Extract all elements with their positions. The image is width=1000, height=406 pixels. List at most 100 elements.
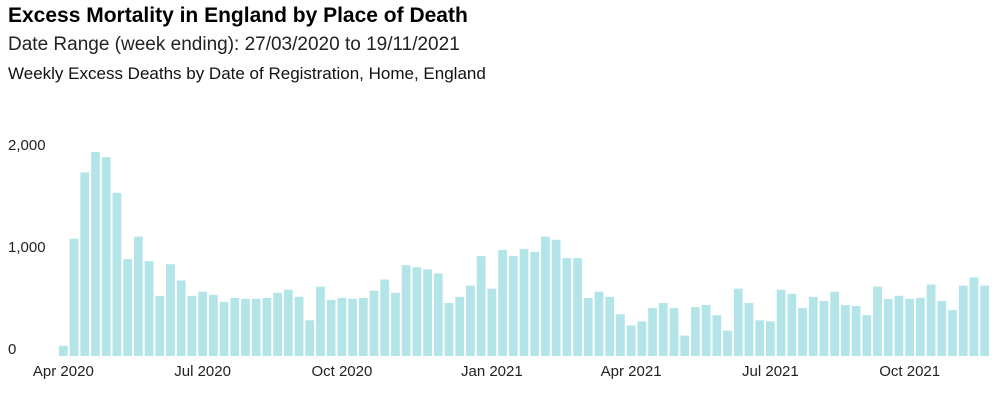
bar (123, 259, 133, 356)
bar (776, 289, 786, 356)
bar (219, 301, 229, 356)
bar (112, 192, 122, 356)
bar (273, 292, 282, 356)
y-tick-label: 0 (8, 341, 16, 358)
bar (487, 288, 497, 356)
bar (616, 314, 625, 356)
bar (766, 321, 775, 356)
bar (648, 308, 657, 356)
bar (840, 305, 850, 356)
bar (466, 285, 475, 356)
y-tick-label: 2,000 (8, 137, 46, 154)
bar (915, 297, 925, 356)
bar (862, 315, 872, 356)
bar (894, 295, 904, 356)
bar (305, 320, 315, 356)
bar (176, 280, 186, 356)
bar (530, 251, 540, 356)
bar (691, 307, 700, 356)
bar (637, 321, 647, 356)
bar (208, 294, 218, 356)
bar (80, 172, 90, 356)
bar (358, 297, 368, 356)
chart-heading: Weekly Excess Deaths by Date of Registra… (8, 64, 486, 83)
bar (594, 291, 604, 356)
bar-series (58, 152, 990, 356)
bar (401, 265, 411, 356)
bar (198, 291, 208, 356)
bar (251, 298, 261, 356)
bar (573, 258, 582, 356)
bar (444, 302, 454, 356)
bar (262, 297, 272, 356)
bar (380, 279, 390, 356)
bar (337, 297, 347, 356)
bar (519, 248, 529, 356)
bar (712, 315, 722, 356)
x-tick-label: Jan 2021 (461, 363, 523, 380)
bar (851, 306, 861, 356)
bar (326, 299, 336, 356)
bar (926, 284, 936, 356)
x-tick-label: Oct 2021 (879, 363, 940, 380)
bar (948, 310, 957, 356)
bar (905, 298, 915, 356)
bar (701, 305, 711, 356)
bar (241, 298, 250, 356)
bar (744, 302, 754, 356)
bar (455, 296, 465, 356)
bar (787, 293, 797, 356)
bar (101, 157, 111, 356)
bar (605, 296, 615, 356)
bar (583, 297, 593, 356)
bar (423, 269, 432, 356)
bar (551, 239, 561, 356)
bar (980, 285, 990, 356)
bar (819, 300, 829, 356)
x-tick-label: Oct 2020 (311, 363, 372, 380)
bar (155, 295, 165, 356)
bar (723, 330, 732, 356)
bar (369, 290, 379, 356)
bar (873, 286, 882, 356)
bar (230, 297, 240, 356)
x-tick-label: Jul 2021 (742, 363, 799, 380)
bar (733, 288, 743, 356)
bar (294, 296, 304, 356)
bar (91, 152, 100, 356)
bar (830, 291, 840, 356)
bar (144, 261, 154, 356)
bar (680, 335, 690, 356)
date-range-subtitle: Date Range (week ending): 27/03/2020 to … (8, 34, 460, 55)
bar (808, 296, 818, 356)
bar (658, 302, 668, 356)
page-title: Excess Mortality in England by Place of … (8, 4, 468, 27)
bar (166, 264, 175, 356)
bar (187, 295, 197, 356)
y-axis: 0 1,000 2,000 (8, 137, 46, 358)
x-axis: Apr 2020 Jul 2020 Oct 2020 Jan 2021 Apr 2021… (33, 363, 940, 380)
y-tick-label: 1,000 (8, 239, 46, 256)
bar (69, 238, 79, 356)
bar (669, 308, 679, 356)
bar (755, 320, 765, 356)
bar (58, 345, 68, 356)
bar (412, 267, 422, 356)
bar (133, 236, 143, 356)
bar (316, 286, 325, 356)
bar (958, 285, 968, 356)
bar (348, 298, 357, 356)
bar (541, 236, 550, 356)
bar (937, 300, 947, 356)
bar (883, 298, 893, 356)
bar (508, 256, 518, 356)
bar (498, 249, 507, 356)
bar (283, 289, 293, 356)
bar (476, 256, 486, 356)
bar (969, 277, 979, 356)
x-tick-label: Apr 2020 (33, 363, 94, 380)
bar (562, 258, 572, 356)
x-tick-label: Jul 2020 (174, 363, 231, 380)
bar (626, 325, 636, 356)
